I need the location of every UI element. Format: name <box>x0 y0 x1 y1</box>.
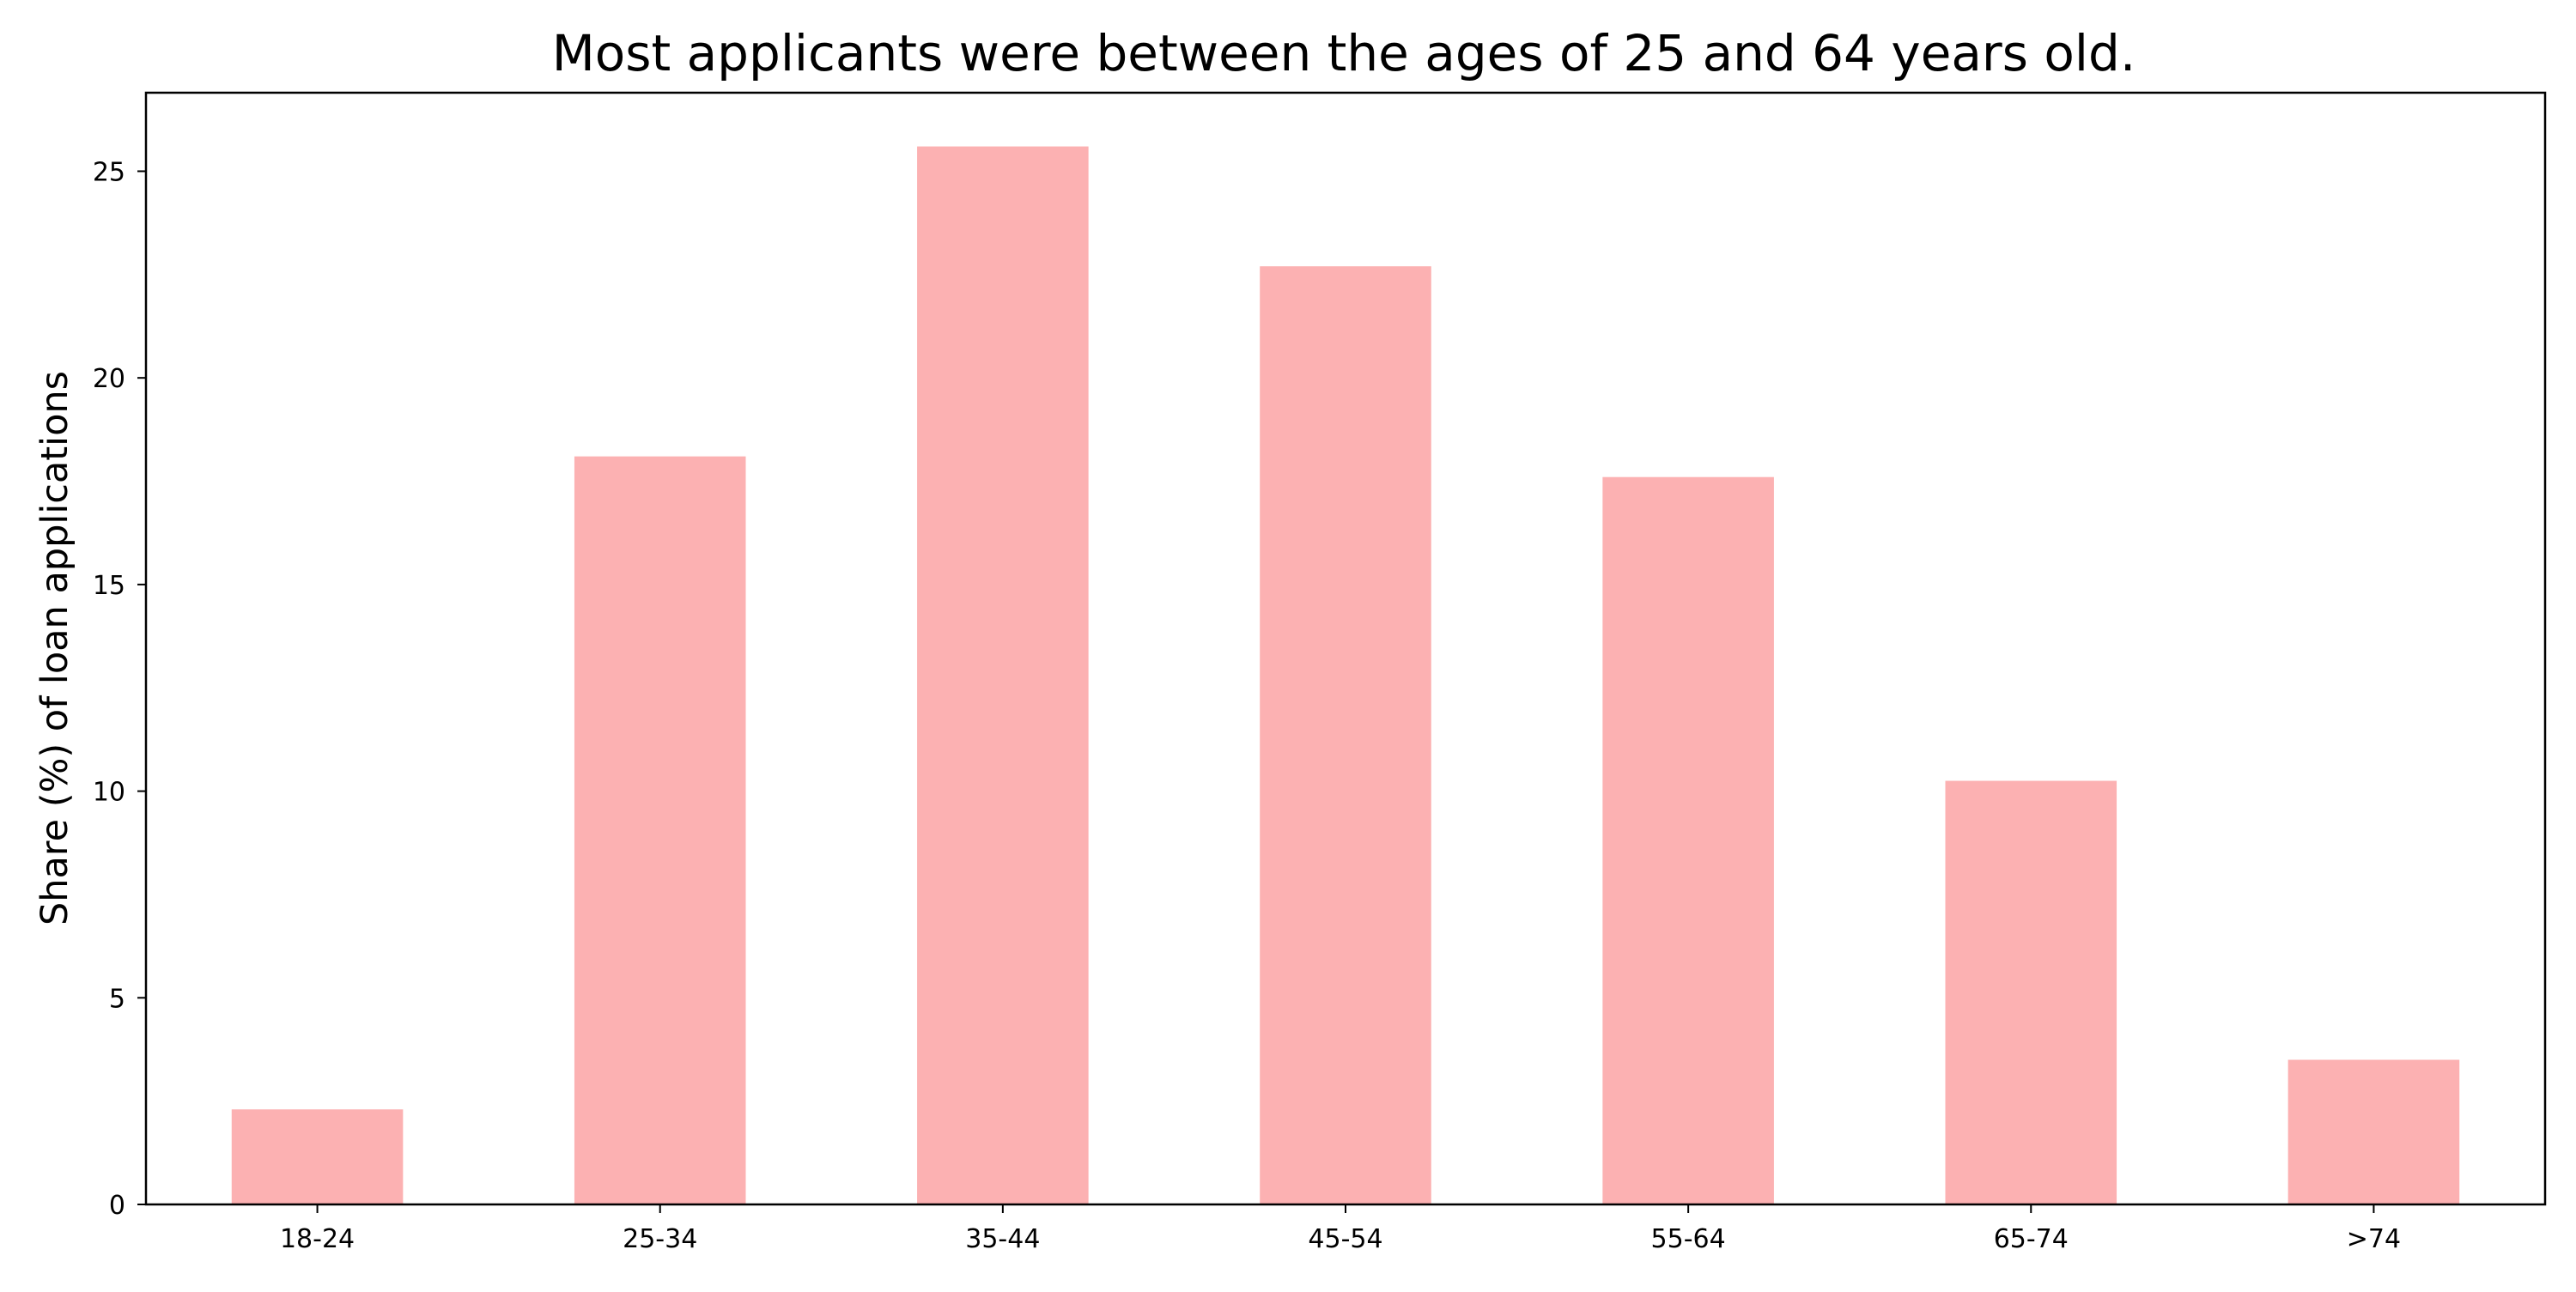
x-tick-label: >74 <box>2347 1224 2401 1254</box>
bar-45-54 <box>1260 266 1431 1204</box>
bar-55-64 <box>1602 476 1774 1204</box>
x-tick-label: 65-74 <box>1994 1224 2069 1254</box>
bar-25-34 <box>574 456 746 1204</box>
y-tick-label: 0 <box>109 1191 125 1221</box>
y-tick-label: 10 <box>93 778 125 808</box>
y-tick-label: 20 <box>93 364 125 394</box>
bar-18-24 <box>231 1109 404 1204</box>
bar-35-44 <box>917 146 1089 1205</box>
bar-65-74 <box>1945 780 2117 1204</box>
bars-group <box>231 146 2460 1205</box>
x-tick-label: 45-54 <box>1308 1224 1382 1254</box>
chart-title: Most applicants were between the ages of… <box>552 24 2136 82</box>
y-tick-label: 15 <box>93 571 125 601</box>
plot-area-frame <box>144 91 2547 1206</box>
x-tick-label: 55-64 <box>1651 1224 1726 1254</box>
y-axis-label: Share (%) of loan applications <box>33 371 76 925</box>
y-tick-label: 5 <box>109 984 125 1014</box>
bar->74 <box>2287 1059 2460 1204</box>
x-tick-label: 35-44 <box>965 1224 1040 1254</box>
y-axis-ticks: 0 5 10 15 20 25 <box>93 157 146 1221</box>
x-tick-label: 18-24 <box>280 1224 355 1254</box>
x-tick-label: 25-34 <box>623 1224 697 1254</box>
x-axis-ticks: 18-24 25-34 35-44 45-54 55-64 65-74 >74 <box>280 1204 2401 1254</box>
y-tick-label: 25 <box>93 157 125 187</box>
